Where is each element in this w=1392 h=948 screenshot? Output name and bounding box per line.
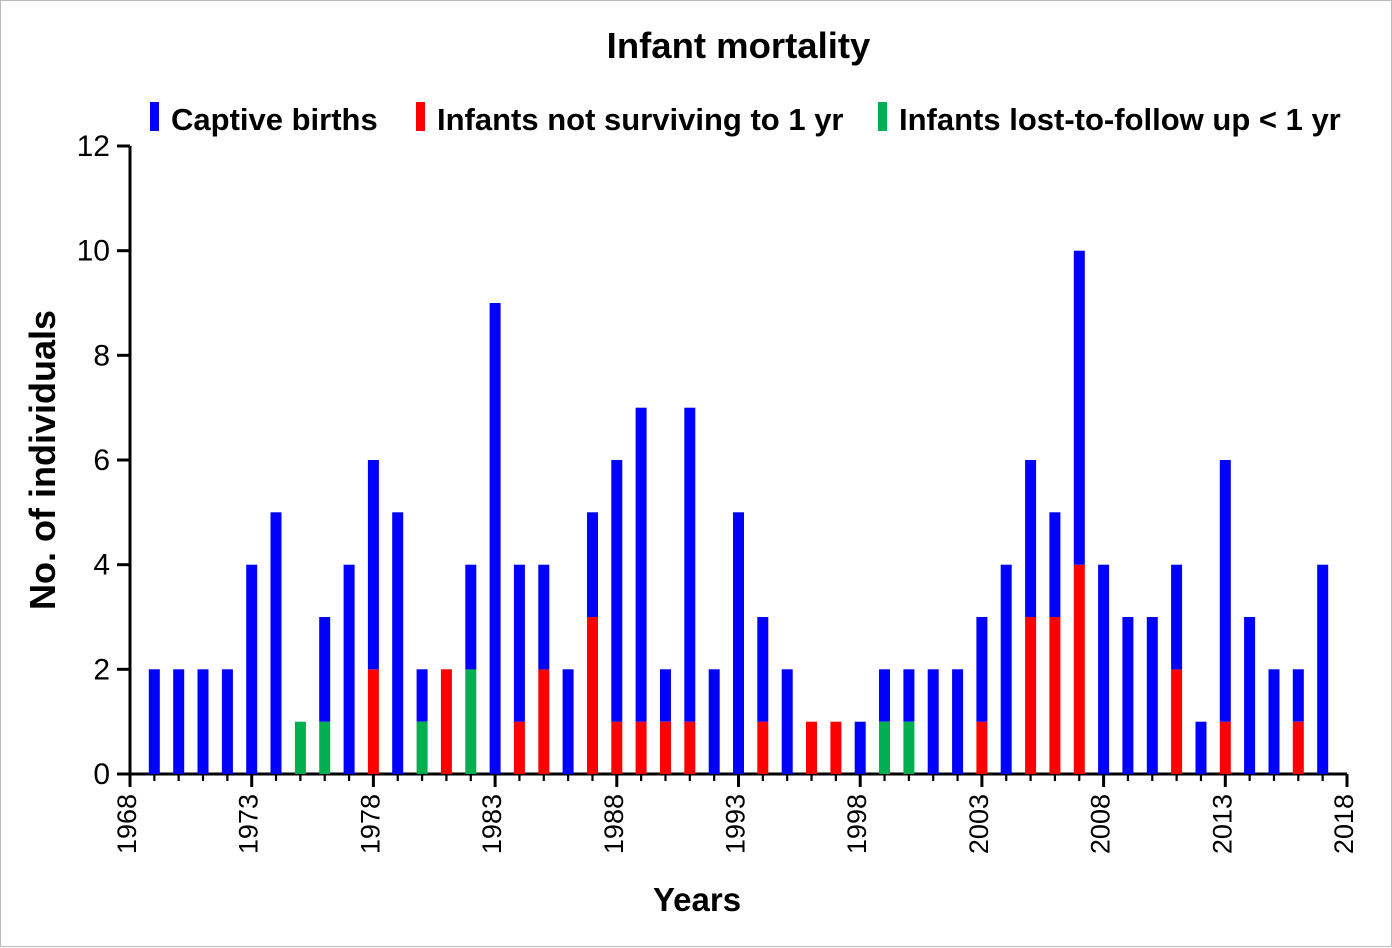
svg-text:1988: 1988 (599, 794, 629, 854)
svg-text:1978: 1978 (355, 794, 385, 854)
svg-text:2003: 2003 (964, 794, 994, 854)
svg-text:1983: 1983 (477, 794, 507, 854)
svg-text:1973: 1973 (234, 794, 264, 854)
svg-text:1968: 1968 (112, 794, 142, 854)
svg-text:10: 10 (77, 235, 110, 268)
svg-text:2013: 2013 (1207, 794, 1237, 854)
svg-text:1998: 1998 (842, 794, 872, 854)
svg-text:12: 12 (77, 130, 110, 163)
svg-text:2: 2 (93, 653, 110, 686)
svg-text:8: 8 (93, 339, 110, 372)
svg-text:6: 6 (93, 444, 110, 477)
svg-text:2008: 2008 (1086, 794, 1116, 854)
svg-text:1993: 1993 (721, 794, 751, 854)
svg-text:0: 0 (93, 758, 110, 791)
svg-text:4: 4 (93, 549, 110, 582)
svg-text:2018: 2018 (1329, 794, 1359, 854)
